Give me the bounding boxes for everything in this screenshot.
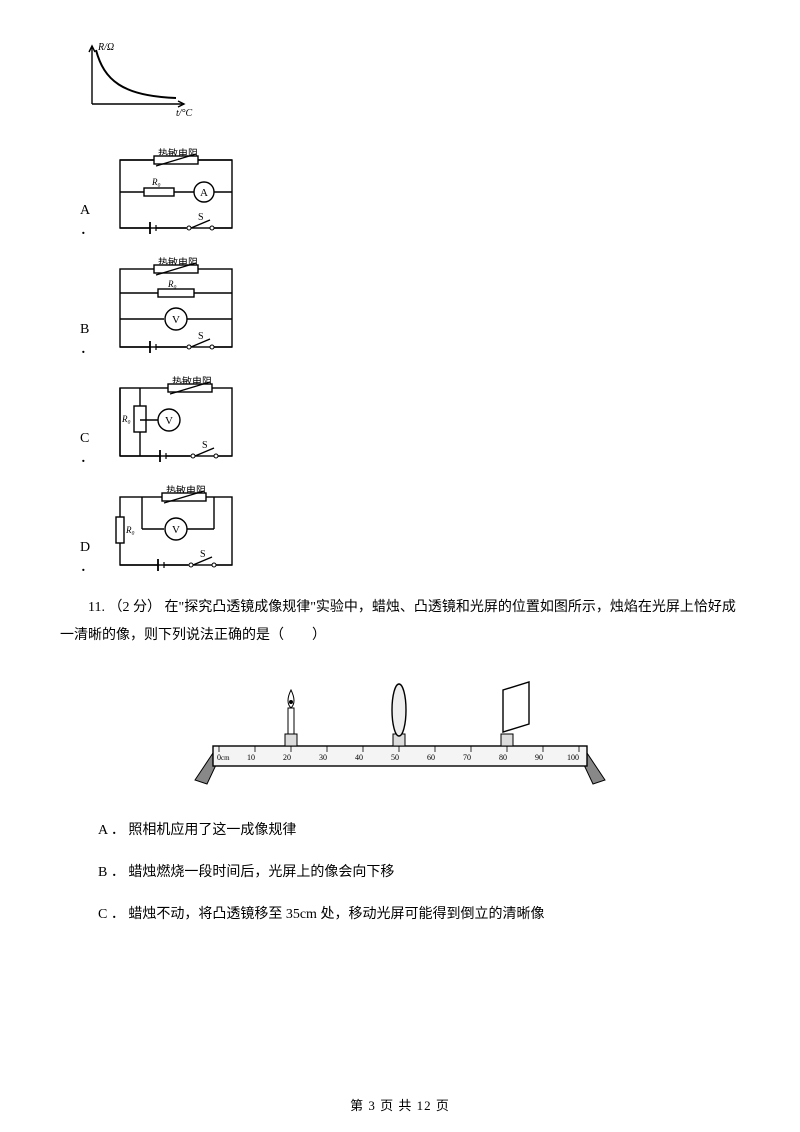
option-a-label: A ． bbox=[80, 203, 106, 243]
option-b-row: B ． 热敏电阻 R₀ V S bbox=[80, 257, 740, 362]
r0-label: R₀ bbox=[167, 279, 177, 289]
q11-number: 11. bbox=[88, 600, 105, 615]
svg-text:50: 50 bbox=[391, 753, 399, 762]
footer-t1: 第 bbox=[350, 1098, 368, 1113]
voltmeter-icon: V bbox=[165, 415, 173, 427]
q11-choice-a: A ． 照相机应用了这一成像规律 bbox=[98, 817, 740, 845]
r0-label: R₀ bbox=[125, 525, 135, 535]
candle-icon bbox=[285, 690, 297, 746]
circuit-b: 热敏电阻 R₀ V S bbox=[114, 257, 244, 362]
rt-graph: R/Ω t/°C bbox=[80, 40, 740, 130]
svg-text:30: 30 bbox=[319, 753, 327, 762]
option-d-label: D ． bbox=[80, 540, 106, 580]
q11-points: （2 分） bbox=[108, 600, 161, 615]
footer-page: 3 bbox=[368, 1098, 376, 1113]
circuit-a: 热敏电阻 R₀ A S bbox=[114, 148, 244, 243]
option-a-row: A ． 热敏电阻 R₀ A S bbox=[80, 148, 740, 243]
footer-t2: 页 共 bbox=[376, 1098, 417, 1113]
switch-label: S bbox=[202, 440, 208, 451]
svg-text:90: 90 bbox=[535, 753, 543, 762]
screen-icon bbox=[501, 682, 529, 746]
question-11-stem: 11. （2 分） 在"探究凸透镜成像规律"实验中，蜡烛、凸透镜和光屏的位置如图… bbox=[60, 594, 740, 650]
voltmeter-icon: V bbox=[172, 314, 180, 326]
svg-text:20: 20 bbox=[283, 753, 291, 762]
voltmeter-icon: V bbox=[172, 524, 180, 536]
circuit-c: 热敏电阻 R₀ V bbox=[114, 376, 244, 471]
svg-text:40: 40 bbox=[355, 753, 363, 762]
option-b-label: B ． bbox=[80, 322, 106, 362]
optical-bench-figure: 0cm 10 20 30 40 50 60 70 80 90 100 bbox=[60, 660, 740, 795]
svg-text:80: 80 bbox=[499, 753, 507, 762]
svg-text:10: 10 bbox=[247, 753, 255, 762]
ammeter-icon: A bbox=[200, 187, 208, 199]
switch-label: S bbox=[198, 331, 204, 342]
option-c-label: C ． bbox=[80, 431, 106, 471]
circuit-d: 热敏电阻 R₀ V S bbox=[114, 485, 244, 580]
switch-label: S bbox=[198, 212, 204, 223]
page-footer: 第 3 页 共 12 页 bbox=[0, 1095, 800, 1114]
svg-text:70: 70 bbox=[463, 753, 471, 762]
r0-label: R₀ bbox=[121, 414, 131, 424]
switch-label: S bbox=[200, 549, 206, 560]
option-c-row: C ． 热敏电阻 R₀ V bbox=[80, 376, 740, 471]
lens-icon bbox=[392, 684, 406, 746]
footer-total: 12 bbox=[417, 1098, 432, 1113]
q11-choice-b: B ． 蜡烛燃烧一段时间后，光屏上的像会向下移 bbox=[98, 859, 740, 887]
q11-body: 在"探究凸透镜成像规律"实验中，蜡烛、凸透镜和光屏的位置如图所示，烛焰在光屏上恰… bbox=[60, 600, 736, 643]
svg-text:cm: cm bbox=[221, 754, 230, 762]
svg-text:60: 60 bbox=[427, 753, 435, 762]
svg-text:100: 100 bbox=[567, 753, 579, 762]
option-d-row: D ． 热敏电阻 R₀ V S bbox=[80, 485, 740, 580]
y-axis-label: R/Ω bbox=[97, 42, 114, 53]
q11-choice-c: C ． 蜡烛不动，将凸透镜移至 35cm 处，移动光屏可能得到倒立的清晰像 bbox=[98, 901, 740, 929]
r0-label: R₀ bbox=[151, 177, 161, 187]
footer-t3: 页 bbox=[432, 1098, 450, 1113]
x-axis-label: t/°C bbox=[176, 108, 193, 119]
